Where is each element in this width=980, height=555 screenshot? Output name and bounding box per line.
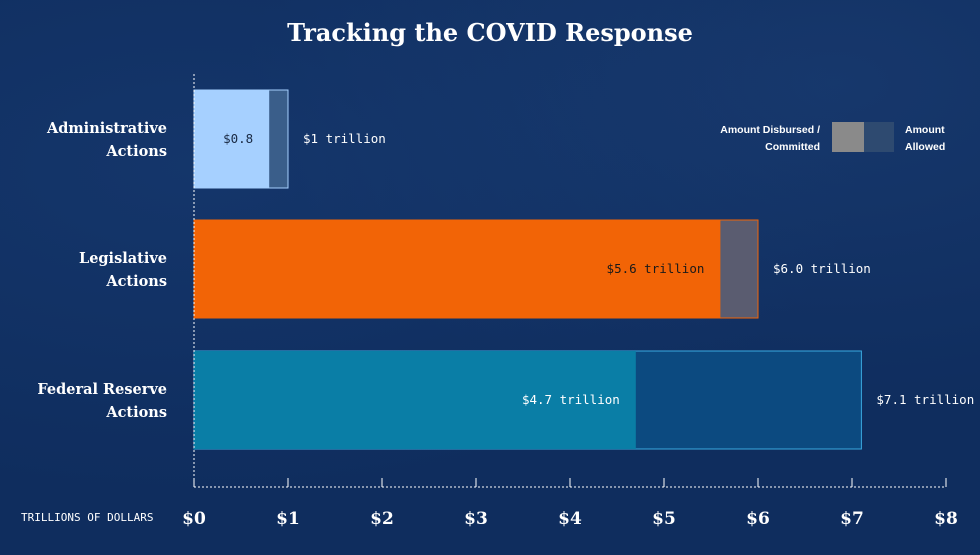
legend-allowed-label-line1: Amount xyxy=(905,124,945,136)
x-tick-label: $5 xyxy=(652,509,676,529)
x-tick-label: $1 xyxy=(276,509,300,529)
x-tick-label: $8 xyxy=(934,509,958,529)
chart-title: Tracking the COVID Response xyxy=(287,18,693,47)
administrative-allowed-value-label: $1 trillion xyxy=(303,131,386,146)
x-axis-unit-label: TRILLIONS OF DOLLARS xyxy=(21,511,153,524)
legend-swatch-allowed xyxy=(864,122,894,152)
x-tick-label: $0 xyxy=(182,509,206,529)
legend-swatch-disbursed xyxy=(832,122,864,152)
legend-disbursed-label-line2: Committed xyxy=(765,141,820,153)
legislative-disbursed-value-label: $5.6 trillion xyxy=(607,261,705,276)
x-tick-label: $2 xyxy=(370,509,394,529)
x-axis: $0 $1 $2 $3 $4 $5 $6 $7 $8 TRILLIONS OF DOLLARS xyxy=(21,74,958,529)
administrative-category-label-line2: Actions xyxy=(105,143,167,160)
x-tick-label: $7 xyxy=(840,509,864,529)
federal-reserve-disbursed-bar xyxy=(194,351,636,449)
legislative-category-label-line2: Actions xyxy=(105,273,167,290)
legislative-disbursed-bar xyxy=(194,220,721,318)
administrative-disbursed-bar xyxy=(194,90,270,188)
administrative-disbursed-value-label: $0.8 xyxy=(223,131,253,146)
bars-group: Administrative Actions $0.8 $1 trillion Legi… xyxy=(37,89,974,450)
administrative-category-label-line1: Administrative xyxy=(46,120,167,137)
legislative-category-label-line1: Legislative xyxy=(79,250,167,267)
legend-allowed-label-line2: Allowed xyxy=(905,141,945,153)
federal-reserve-disbursed-value-label: $4.7 trillion xyxy=(522,392,620,407)
federal-reserve-category-label-line2: Actions xyxy=(105,404,167,421)
x-tick-label: $4 xyxy=(558,509,582,529)
federal-reserve-allowed-value-label: $7.1 trillion xyxy=(876,392,974,407)
x-tick-label: $3 xyxy=(464,509,488,529)
legend-disbursed-label-line1: Amount Disbursed / xyxy=(720,124,820,136)
federal-reserve-category-label-line1: Federal Reserve xyxy=(37,381,167,398)
x-tick-label: $6 xyxy=(746,509,770,529)
legislative-allowed-value-label: $6.0 trillion xyxy=(773,261,871,276)
legend: Amount Disbursed / Committed Amount Allo… xyxy=(720,122,945,153)
